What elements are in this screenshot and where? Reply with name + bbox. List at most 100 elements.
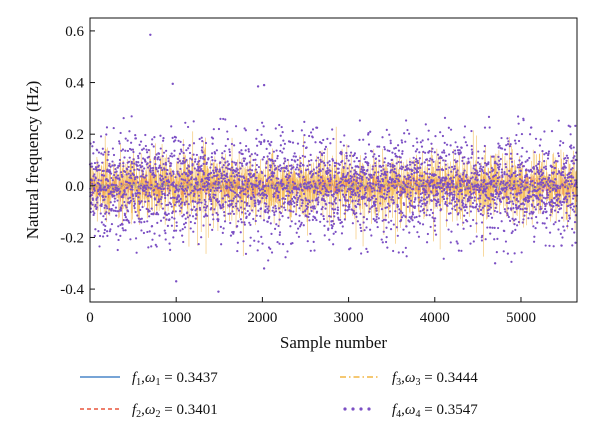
- data-point: [164, 163, 168, 166]
- data-point: [470, 144, 473, 148]
- data-point: [263, 189, 267, 193]
- data-point: [386, 246, 389, 249]
- data-point: [472, 240, 475, 243]
- data-point: [321, 205, 324, 209]
- data-point: [296, 203, 299, 207]
- data-point: [232, 197, 235, 200]
- data-point: [309, 232, 312, 235]
- data-point: [274, 184, 277, 187]
- data-point: [261, 121, 264, 124]
- data-point: [233, 179, 236, 182]
- data-point: [411, 169, 414, 172]
- data-point: [362, 138, 365, 141]
- legend-marker: [343, 407, 347, 411]
- data-point: [478, 187, 481, 190]
- data-point: [534, 227, 537, 230]
- data-point: [186, 186, 189, 189]
- data-point: [522, 118, 525, 122]
- data-point: [181, 173, 184, 176]
- data-point: [179, 197, 182, 200]
- data-point: [456, 173, 459, 176]
- data-point: [133, 168, 136, 171]
- data-point: [148, 230, 151, 233]
- data-point: [113, 194, 116, 197]
- data-point: [491, 226, 494, 229]
- data-point: [517, 139, 521, 143]
- data-point: [173, 229, 176, 232]
- data-point: [418, 201, 421, 204]
- data-point: [375, 215, 378, 218]
- data-point: [334, 202, 337, 205]
- data-point: [217, 127, 221, 131]
- data-point: [460, 189, 463, 192]
- data-point: [256, 193, 259, 196]
- data-point: [512, 193, 515, 196]
- data-point: [200, 149, 203, 152]
- data-point: [408, 231, 411, 234]
- data-point: [336, 183, 339, 186]
- data-point: [127, 172, 130, 175]
- data-point: [412, 225, 416, 228]
- data-point: [144, 193, 147, 196]
- data-point: [331, 159, 335, 162]
- data-point: [449, 144, 452, 147]
- data-point: [196, 173, 200, 176]
- data-point: [303, 120, 306, 124]
- data-point: [245, 144, 248, 148]
- data-point: [552, 201, 555, 204]
- data-point: [565, 159, 568, 162]
- data-point: [425, 196, 428, 199]
- data-point: [510, 160, 514, 163]
- data-point: [96, 201, 99, 204]
- data-point: [397, 251, 400, 254]
- data-point: [299, 183, 302, 186]
- data-point: [153, 188, 156, 192]
- data-point: [311, 205, 314, 208]
- data-point: [380, 165, 383, 168]
- data-point: [406, 193, 409, 196]
- data-point: [221, 197, 225, 200]
- data-point: [358, 138, 361, 141]
- data-point: [383, 148, 386, 151]
- data-point: [404, 183, 407, 187]
- data-point: [429, 225, 432, 229]
- data-point: [225, 166, 228, 169]
- data-point: [508, 174, 511, 177]
- data-point: [573, 194, 576, 197]
- data-point: [472, 167, 475, 170]
- data-point: [120, 182, 123, 185]
- data-point: [374, 203, 377, 206]
- data-point: [320, 176, 323, 179]
- data-point: [283, 186, 286, 190]
- data-point: [112, 153, 116, 157]
- data-point: [91, 198, 94, 201]
- data-point: [470, 148, 473, 151]
- data-point: [205, 206, 208, 209]
- data-point: [190, 158, 194, 161]
- data-point: [275, 223, 278, 226]
- data-point: [430, 142, 433, 145]
- data-point: [331, 225, 334, 228]
- data-point: [229, 221, 232, 225]
- data-point: [426, 209, 429, 212]
- data-point: [286, 158, 289, 162]
- data-point: [525, 175, 529, 178]
- data-point: [229, 234, 233, 237]
- data-point: [570, 174, 573, 177]
- data-point: [357, 181, 360, 185]
- data-point: [236, 249, 239, 253]
- data-point: [227, 162, 231, 166]
- data-point-outlier: [262, 83, 266, 87]
- data-point: [178, 159, 181, 163]
- data-point: [427, 138, 430, 141]
- data-point: [477, 210, 480, 213]
- data-point: [158, 158, 162, 161]
- data-point: [246, 209, 249, 213]
- data-point: [244, 252, 248, 255]
- data-point: [397, 180, 401, 183]
- data-point: [524, 160, 527, 163]
- data-point: [543, 184, 546, 187]
- data-point: [261, 191, 264, 194]
- data-point: [370, 187, 373, 190]
- data-point: [130, 177, 133, 180]
